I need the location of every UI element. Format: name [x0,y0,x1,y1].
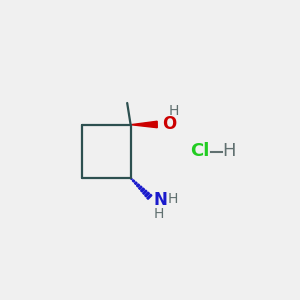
Polygon shape [145,192,149,197]
Polygon shape [139,186,142,190]
Text: H: H [168,192,178,206]
Polygon shape [136,184,140,187]
Text: H: H [222,142,236,160]
Polygon shape [130,178,132,180]
Polygon shape [141,188,145,192]
Polygon shape [147,194,152,199]
Text: O: O [162,116,176,134]
Text: H: H [154,207,164,221]
Text: H: H [169,104,179,118]
Polygon shape [132,180,135,182]
Polygon shape [143,190,147,194]
Text: Cl: Cl [190,142,210,160]
Text: N: N [153,190,167,208]
Polygon shape [130,121,157,128]
Polygon shape [134,182,137,184]
